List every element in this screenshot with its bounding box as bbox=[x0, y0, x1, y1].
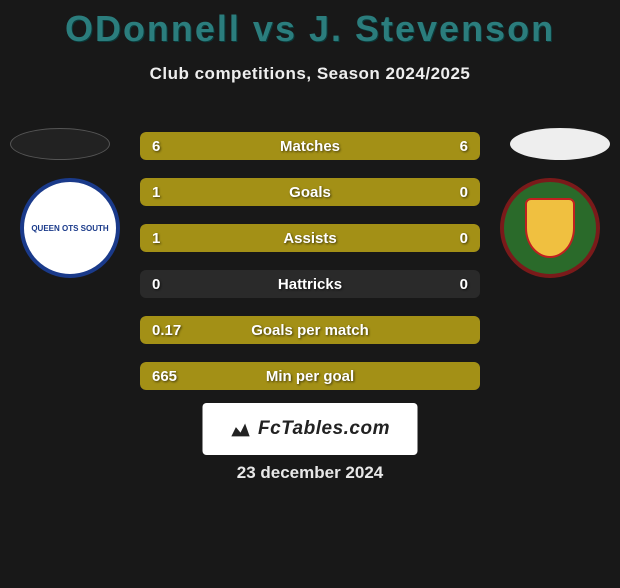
team-right-crest bbox=[500, 178, 600, 278]
stat-label: Hattricks bbox=[140, 276, 480, 293]
stat-row: 6Matches6 bbox=[140, 132, 480, 160]
branding-text: FcTables.com bbox=[258, 418, 390, 440]
stat-row: 665Min per goal bbox=[140, 362, 480, 390]
stat-value-right: 6 bbox=[460, 138, 468, 155]
footer-date: 23 december 2024 bbox=[0, 463, 620, 483]
player-left-headshot bbox=[10, 128, 110, 160]
team-left-crest: QUEEN OTS SOUTH bbox=[20, 178, 120, 278]
team-left-label: QUEEN OTS SOUTH bbox=[31, 224, 108, 233]
stat-label: Min per goal bbox=[140, 368, 480, 385]
stat-value-right: 0 bbox=[460, 184, 468, 201]
stat-label: Goals per match bbox=[140, 322, 480, 339]
page-title: ODonnell vs J. Stevenson bbox=[0, 8, 620, 50]
shield-icon bbox=[525, 198, 575, 258]
stat-row: 0Hattricks0 bbox=[140, 270, 480, 298]
player-right-headshot bbox=[510, 128, 610, 160]
stat-row: 1Goals0 bbox=[140, 178, 480, 206]
fctables-logo-icon bbox=[230, 418, 252, 440]
stat-value-right: 0 bbox=[460, 276, 468, 293]
branding-badge[interactable]: FcTables.com bbox=[203, 403, 418, 455]
subtitle: Club competitions, Season 2024/2025 bbox=[0, 64, 620, 84]
stats-container: 6Matches61Goals01Assists00Hattricks00.17… bbox=[140, 132, 480, 390]
stat-label: Matches bbox=[140, 138, 480, 155]
stat-row: 1Assists0 bbox=[140, 224, 480, 252]
stat-value-right: 0 bbox=[460, 230, 468, 247]
stat-row: 0.17Goals per match bbox=[140, 316, 480, 344]
stat-label: Goals bbox=[140, 184, 480, 201]
stat-label: Assists bbox=[140, 230, 480, 247]
